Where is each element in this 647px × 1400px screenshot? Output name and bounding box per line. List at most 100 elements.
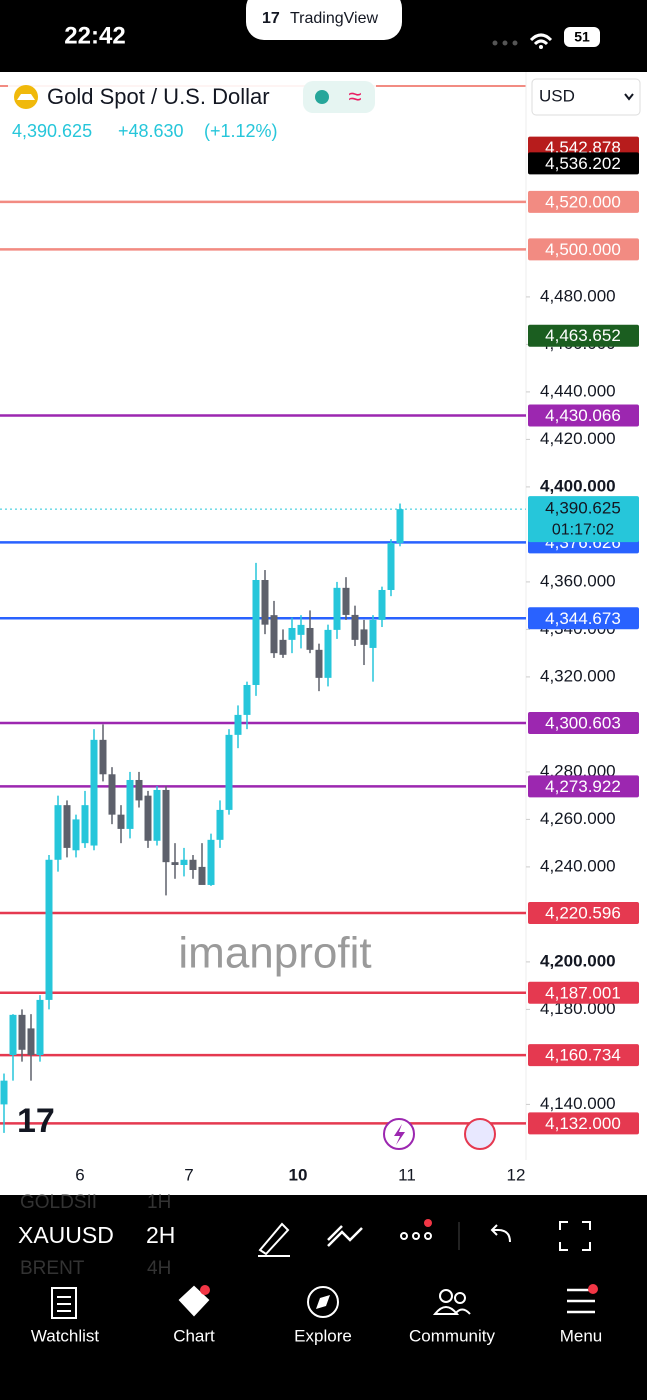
- status-time: 22:42: [64, 22, 125, 49]
- nav-label[interactable]: Menu: [560, 1326, 603, 1345]
- nav-label[interactable]: Chart: [173, 1326, 215, 1345]
- candle-body: [0, 1080, 8, 1105]
- watermark: imanprofit: [178, 929, 371, 978]
- community-icon[interactable]: [432, 1289, 471, 1315]
- candle-body: [261, 580, 269, 625]
- candle-body: [315, 649, 323, 678]
- price-badge: [528, 190, 639, 213]
- plot: 4,480.0004,460.0004,440.0004,420.0004,40…: [0, 136, 639, 1184]
- draw-tool[interactable]: [258, 1222, 290, 1257]
- price-badge: [528, 607, 639, 630]
- candle-body: [135, 779, 143, 801]
- currency-select[interactable]: [531, 78, 641, 116]
- nav-label[interactable]: Community: [409, 1326, 495, 1345]
- fullscreen[interactable]: [559, 1221, 591, 1251]
- candle-body: [387, 542, 395, 590]
- price-badge-label: 4,520.000: [545, 192, 621, 211]
- symbol-below: BRENT: [20, 1258, 85, 1279]
- candle-body: [27, 1028, 35, 1056]
- price-badge: [528, 152, 639, 175]
- y-tick-label: 4,140.000: [540, 1094, 616, 1113]
- candle-body: [225, 734, 233, 810]
- price-badge-label: 4,187.001: [545, 983, 621, 1002]
- header-price: 4,390.625: [12, 121, 92, 141]
- nav-label[interactable]: Watchlist: [31, 1326, 100, 1345]
- x-tick-label: 7: [184, 1165, 193, 1184]
- candle-body: [252, 580, 260, 685]
- toolbar-interval[interactable]: 2H: [146, 1222, 175, 1248]
- event-bolt: [394, 1124, 405, 1145]
- candle-body: [270, 615, 278, 654]
- nav-label[interactable]: Explore: [294, 1326, 352, 1345]
- price-badge-label: 4,344.673: [545, 609, 621, 628]
- y-tick-label: 4,440.000: [540, 381, 616, 400]
- more-badge: [424, 1219, 432, 1227]
- last-price-badge: [528, 496, 639, 543]
- last-price-label: 4,390.625: [545, 499, 621, 518]
- candle-body: [108, 774, 116, 815]
- price-badge: [528, 775, 639, 798]
- price-badge: [528, 1044, 639, 1067]
- chart-icon[interactable]: [178, 1285, 210, 1317]
- x-tick-label: 12: [507, 1165, 526, 1184]
- candle-body: [297, 624, 305, 635]
- interval-above: 1H: [147, 1192, 171, 1213]
- candle-body: [117, 814, 125, 829]
- y-tick-label: 4,400.000: [540, 476, 616, 495]
- candle-body: [81, 805, 89, 844]
- nav-bar: [0, 1275, 647, 1400]
- currency-caret: [624, 93, 634, 101]
- candle-body: [207, 839, 215, 885]
- candle-body: [279, 639, 287, 655]
- market-open-dot: [315, 90, 329, 104]
- candle-body: [324, 629, 332, 678]
- currency-label[interactable]: USD: [539, 86, 575, 105]
- us-event-icon[interactable]: [464, 1118, 496, 1150]
- candle-body: [396, 509, 404, 543]
- app-pill: [246, 0, 402, 40]
- wifi-icon: [529, 33, 553, 46]
- candle-body: [45, 859, 53, 1000]
- price-badge-label: 4,500.000: [545, 240, 621, 259]
- countdown: 01:17:02: [552, 521, 614, 538]
- x-tick-label: 10: [289, 1165, 308, 1184]
- more-tools[interactable]: [400, 1232, 432, 1240]
- header-change-pct: (+1.12%): [204, 121, 278, 141]
- explore-needle: [316, 1295, 330, 1309]
- chart-badge: [200, 1285, 210, 1295]
- app-logo: 17: [262, 10, 280, 27]
- price-badge-label: 4,542.878: [545, 138, 621, 157]
- candle-body: [306, 627, 314, 650]
- price-badge: [528, 711, 639, 734]
- pattern-tool[interactable]: [327, 1225, 363, 1247]
- nav-labels: Watchlist Chart Explore Community Menu: [31, 1326, 602, 1345]
- undo[interactable]: [490, 1224, 511, 1243]
- watchlist-icon[interactable]: [51, 1287, 77, 1319]
- candle-body: [18, 1014, 26, 1050]
- candle-body: [234, 714, 242, 735]
- price-badge: [528, 404, 639, 427]
- candle-body: [288, 627, 296, 640]
- y-tick-label: 4,240.000: [540, 856, 616, 875]
- price-badge: [528, 324, 639, 347]
- header-change: +48.630: [118, 121, 184, 141]
- price-badge-label: 4,430.066: [545, 406, 621, 425]
- menu-badge: [588, 1284, 598, 1294]
- wifi-dot: [539, 45, 543, 49]
- status-pill: [303, 81, 375, 113]
- symbol-name: Gold Spot / U.S. Dollar: [47, 84, 270, 109]
- price-badge-label: 4,463.652: [545, 326, 621, 345]
- y-tick-label: 4,480.000: [540, 286, 616, 305]
- signal-dots: [492, 40, 518, 46]
- candle-body: [99, 739, 107, 775]
- tv-watermark-logo: 17: [17, 1102, 55, 1140]
- delay-icon: ≈: [348, 83, 361, 110]
- toolbar-symbol[interactable]: XAUUSD: [18, 1222, 114, 1248]
- candle-body: [198, 866, 206, 885]
- explore-icon[interactable]: [307, 1286, 339, 1318]
- app-name: TradingView: [290, 10, 378, 27]
- candle-body: [153, 789, 161, 841]
- x-tick-label: 11: [398, 1165, 416, 1184]
- y-tick-label: 4,360.000: [540, 571, 616, 590]
- price-badge-label: 4,536.202: [545, 154, 621, 173]
